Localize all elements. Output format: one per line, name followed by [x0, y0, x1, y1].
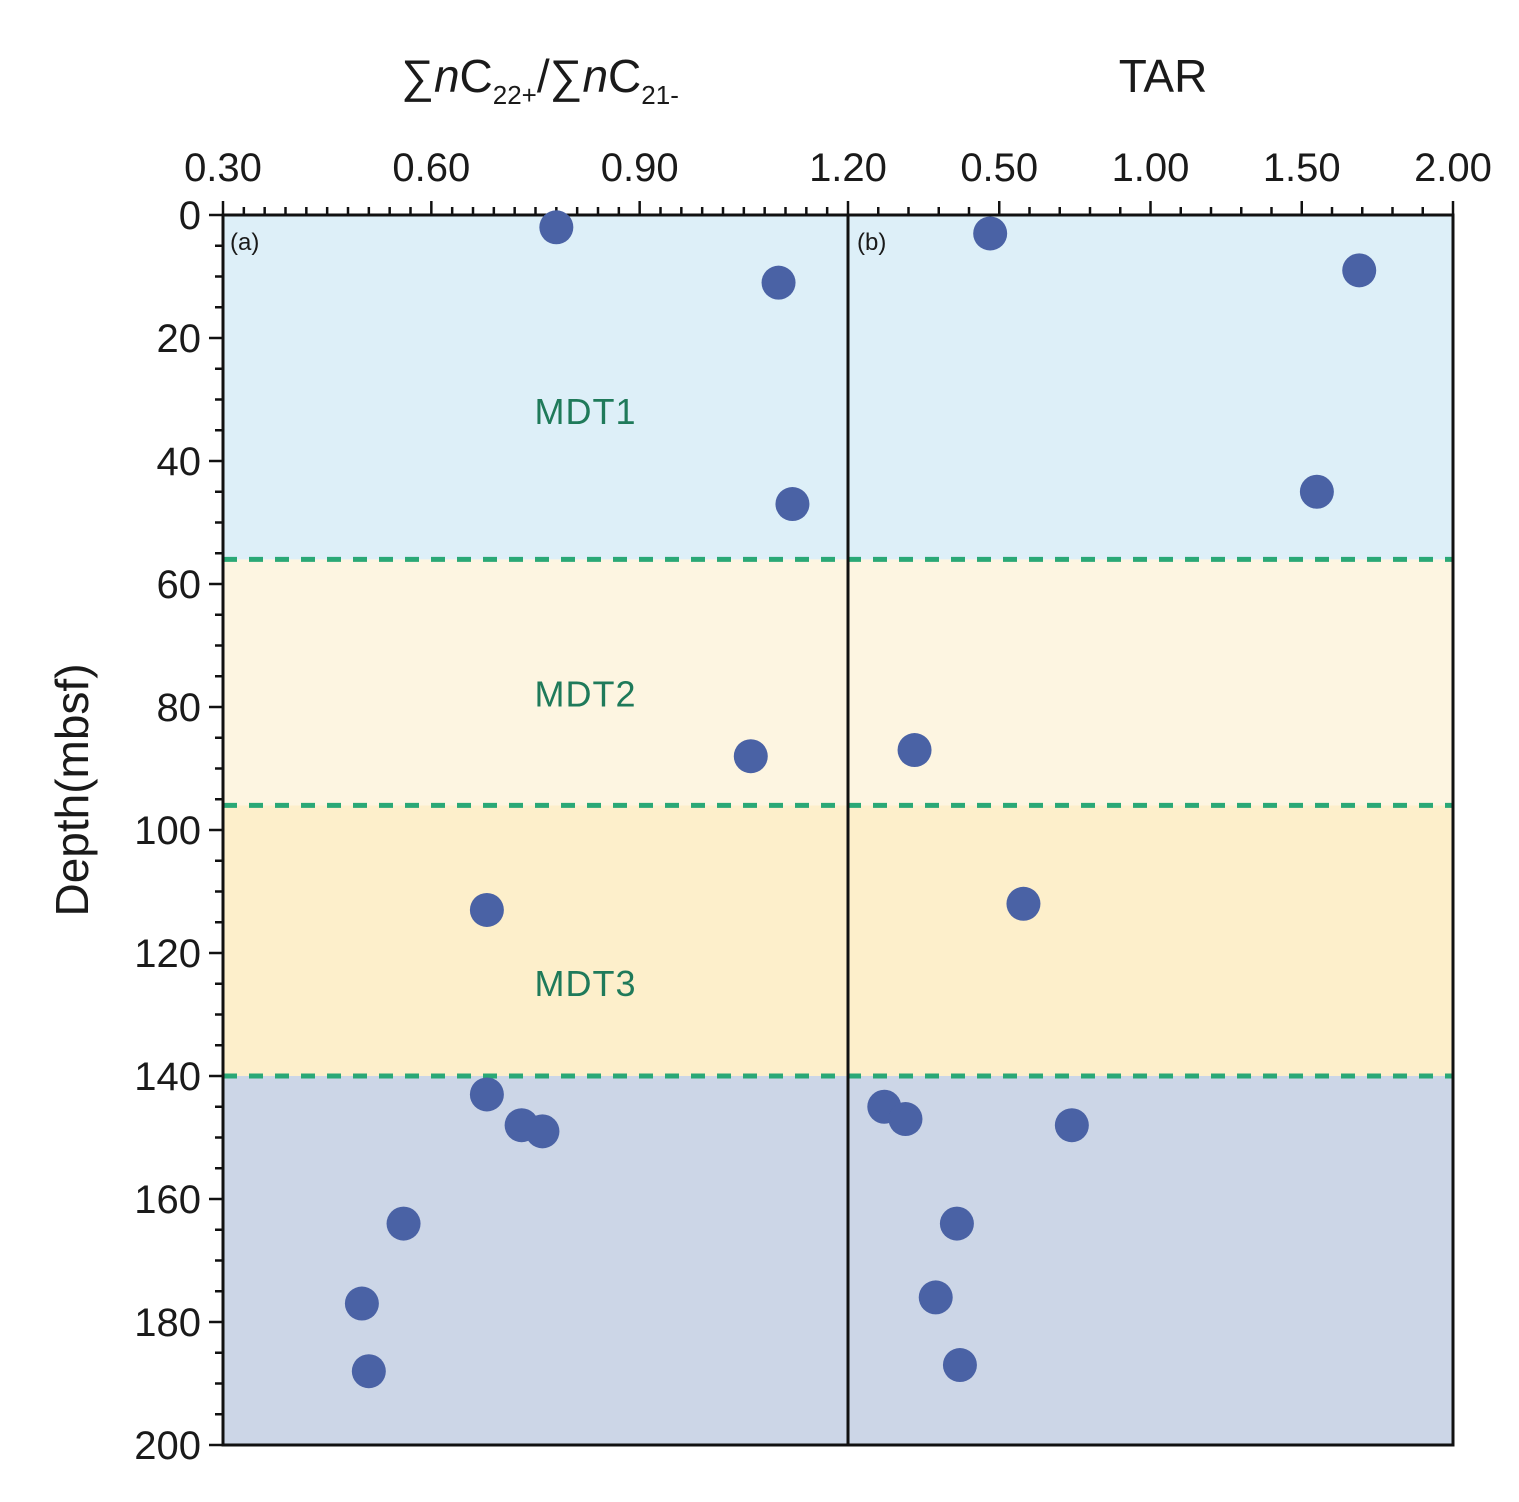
y-tick-label: 180: [134, 1301, 201, 1345]
zone-label-mdt2: MDT2: [535, 674, 637, 715]
zone-band-0: [223, 215, 1453, 560]
point-a-7: [525, 1114, 560, 1149]
point-a-0: [539, 210, 574, 245]
point-b-7: [1054, 1108, 1089, 1143]
point-b-4: [1006, 886, 1041, 921]
panel-b-title: TAR: [1119, 50, 1208, 102]
xa-tick-label: 0.30: [184, 146, 262, 190]
y-tick-label: 0: [179, 194, 201, 238]
point-a-8: [386, 1206, 421, 1241]
depth-zones: [223, 215, 1453, 1445]
y-tick-label: 140: [134, 1055, 201, 1099]
point-b-9: [918, 1280, 953, 1315]
xb-tick-label: 2.00: [1414, 146, 1492, 190]
point-b-2: [1299, 474, 1334, 509]
zone-label-mdt3: MDT3: [535, 963, 637, 1004]
axes: [209, 201, 1455, 1447]
zone-labels: MDT1 MDT2 MDT3: [535, 391, 637, 1004]
point-a-10: [351, 1354, 386, 1389]
point-a-4: [469, 892, 504, 927]
y-tick-label: 20: [157, 317, 202, 361]
xa-tick-label: 1.20: [809, 146, 887, 190]
point-b-0: [973, 216, 1008, 251]
point-b-8: [939, 1206, 974, 1241]
y-tick-label: 80: [157, 686, 202, 730]
y-tick-label: 120: [134, 932, 201, 976]
point-b-10: [942, 1348, 977, 1383]
y-tick-label: 100: [134, 809, 201, 853]
zone-band-3: [223, 1076, 1453, 1445]
point-a-1: [761, 265, 796, 300]
y-tick-label: 40: [157, 440, 202, 484]
panel-b-tag: (b): [857, 229, 886, 256]
y-tick-label: 160: [134, 1178, 201, 1222]
point-b-1: [1342, 253, 1377, 288]
zone-dividers: [223, 556, 1453, 1079]
xb-tick-label: 1.50: [1263, 146, 1341, 190]
point-a-3: [733, 739, 768, 774]
xa-tick-label: 0.90: [601, 146, 679, 190]
y-axis-label: Depth(mbsf): [46, 663, 98, 916]
xa-tick-label: 0.60: [392, 146, 470, 190]
y-tick-label: 60: [157, 563, 202, 607]
point-a-9: [344, 1286, 379, 1321]
point-a-5: [469, 1077, 504, 1112]
zone-band-1: [223, 559, 1453, 806]
data-points: [344, 210, 1377, 1389]
point-b-6: [888, 1102, 923, 1137]
xb-tick-label: 1.00: [1112, 146, 1190, 190]
panel-a-tag: (a): [230, 229, 259, 256]
zone-label-mdt1: MDT1: [535, 391, 637, 432]
y-tick-label: 200: [134, 1424, 201, 1468]
tick-labels: 0 20 40 60 80 100 120 140 160 180 200 0.30 0.60 0.90 1…: [134, 146, 1492, 1468]
xb-tick-label: 0.50: [960, 146, 1038, 190]
point-b-3: [897, 733, 932, 768]
panel-a-title: ∑nC22+/∑nC21-: [401, 50, 679, 110]
zone-band-2: [223, 805, 1453, 1076]
point-a-2: [775, 487, 810, 522]
